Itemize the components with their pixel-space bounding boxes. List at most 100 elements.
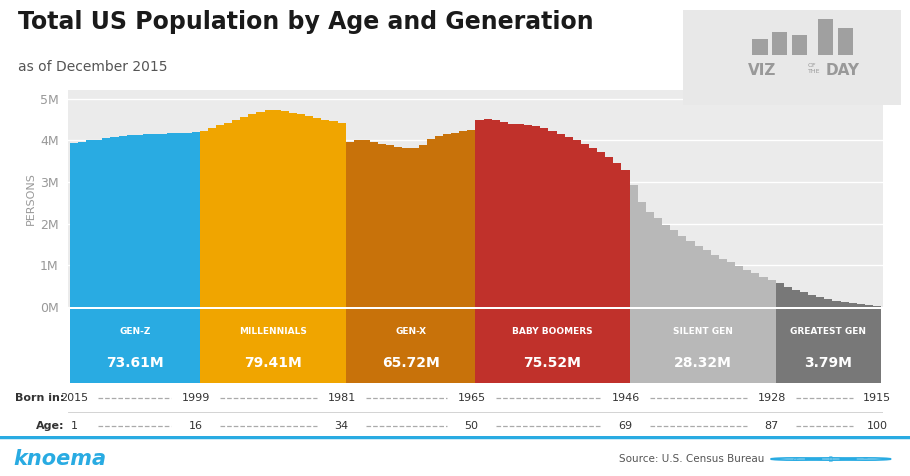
Bar [346,309,475,383]
Bar [143,134,151,307]
Bar [78,142,86,307]
Bar [760,277,767,307]
Bar [662,225,670,307]
Bar [224,122,232,307]
Text: 1946: 1946 [612,393,640,403]
Bar [753,39,768,55]
Bar [516,124,524,307]
Text: cc: cc [793,456,800,462]
Bar [856,305,864,307]
Bar [772,32,787,55]
Text: 1: 1 [70,420,77,431]
Text: 69: 69 [619,420,632,431]
Bar [288,113,297,307]
Bar [346,142,354,307]
Bar [386,146,394,307]
Text: 28.32M: 28.32M [673,356,732,369]
Text: Age:: Age: [35,420,65,431]
Bar [281,111,288,307]
Bar [118,136,126,307]
Bar [410,149,419,307]
Bar [589,148,597,307]
Bar [824,299,833,307]
Text: MILLENNIALS: MILLENNIALS [238,327,307,336]
Bar [199,309,346,383]
Text: 2015: 2015 [60,393,88,403]
Bar [216,125,224,307]
Bar [703,250,711,307]
Bar [329,121,338,307]
Bar [630,185,638,307]
Bar [694,246,703,307]
Bar [775,283,784,307]
Bar [135,135,143,307]
Bar [402,148,410,307]
Bar [808,295,816,307]
Bar [451,132,460,307]
Bar [818,19,834,55]
Bar [767,280,775,307]
Bar [151,134,159,307]
Bar [419,145,427,307]
Bar [622,169,630,307]
Bar [110,137,118,307]
Bar [184,132,191,307]
Bar [207,129,216,307]
Bar [102,139,110,307]
Text: 1981: 1981 [328,393,356,403]
Text: OF
THE: OF THE [808,63,821,74]
Text: 73.61M: 73.61M [106,356,164,369]
Text: DAY: DAY [825,63,860,78]
Bar [719,259,727,307]
Bar [686,241,694,307]
Text: Source: U.S. Census Bureau: Source: U.S. Census Bureau [619,454,764,464]
Bar [483,119,491,307]
Y-axis label: PERSONS: PERSONS [25,172,35,225]
Bar [313,118,321,307]
Bar [792,35,807,55]
Bar [427,139,435,307]
Text: GREATEST GEN: GREATEST GEN [791,327,866,336]
Bar [232,120,240,307]
Text: 1999: 1999 [181,393,210,403]
Text: 100: 100 [866,420,887,431]
Bar [167,133,176,307]
Text: 1915: 1915 [863,393,891,403]
Bar [362,139,370,307]
Bar [565,137,572,307]
Bar [775,309,881,383]
Bar [265,110,273,307]
Text: 50: 50 [464,420,479,431]
Bar [549,131,557,307]
Bar [468,129,475,307]
Text: 34: 34 [335,420,349,431]
Bar [159,134,167,307]
Bar [849,303,856,307]
Bar [95,139,102,307]
Text: =: = [863,456,868,462]
Bar [475,309,630,383]
Bar [176,133,184,307]
Bar [816,297,824,307]
Bar [670,230,678,307]
Bar [711,255,719,307]
Text: as of December 2015: as of December 2015 [18,60,167,74]
Text: GEN-X: GEN-X [395,327,426,336]
Bar [532,126,541,307]
Text: 16: 16 [188,420,203,431]
Text: 75.52M: 75.52M [523,356,581,369]
Bar [654,218,662,307]
Bar [841,302,849,307]
Bar [727,262,735,307]
Text: BABY BOOMERS: BABY BOOMERS [512,327,592,336]
Text: Total US Population by Age and Generation: Total US Population by Age and Generatio… [18,10,594,33]
Bar [678,236,686,307]
Bar [605,158,613,307]
Bar [379,144,386,307]
Bar [491,120,500,307]
Bar [370,142,379,307]
Bar [475,120,483,307]
Text: ⓘ: ⓘ [829,456,833,462]
Bar [597,152,605,307]
Text: Born in:: Born in: [15,393,65,403]
